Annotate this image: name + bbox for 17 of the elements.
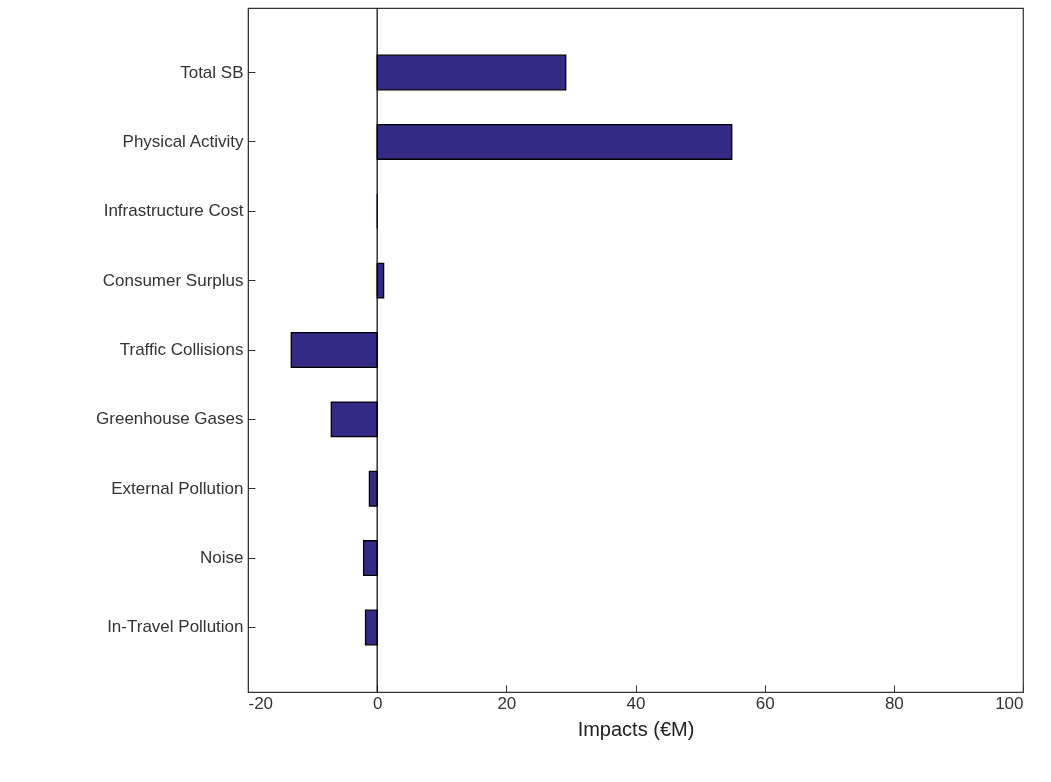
- x-tick-label: 20: [497, 693, 517, 713]
- y-tick-label: Traffic Collisions: [119, 340, 244, 359]
- y-tick-label: Total SB: [180, 62, 244, 82]
- y-tick-label: Noise: [200, 548, 244, 568]
- y-tick-label: In-Travel Pollution: [107, 617, 244, 637]
- x-tick-label: -20: [248, 693, 274, 713]
- y-tick-label: Physical Activity: [122, 131, 244, 151]
- x-tick-label: 80: [884, 693, 904, 713]
- x-tick-label: 60: [755, 693, 775, 713]
- x-axis-title: Impacts (€M): [577, 717, 695, 740]
- x-tick-label: 100: [995, 693, 1024, 713]
- x-tick-label: 0: [372, 693, 383, 713]
- y-tick-label: External Pollution: [111, 478, 244, 498]
- y-tick-label: Infrastructure Cost: [103, 201, 244, 221]
- y-tick-label: Greenhouse Gases: [96, 409, 244, 429]
- x-tick-label: 40: [626, 693, 646, 713]
- y-tick-label: Consumer Surplus: [102, 270, 244, 290]
